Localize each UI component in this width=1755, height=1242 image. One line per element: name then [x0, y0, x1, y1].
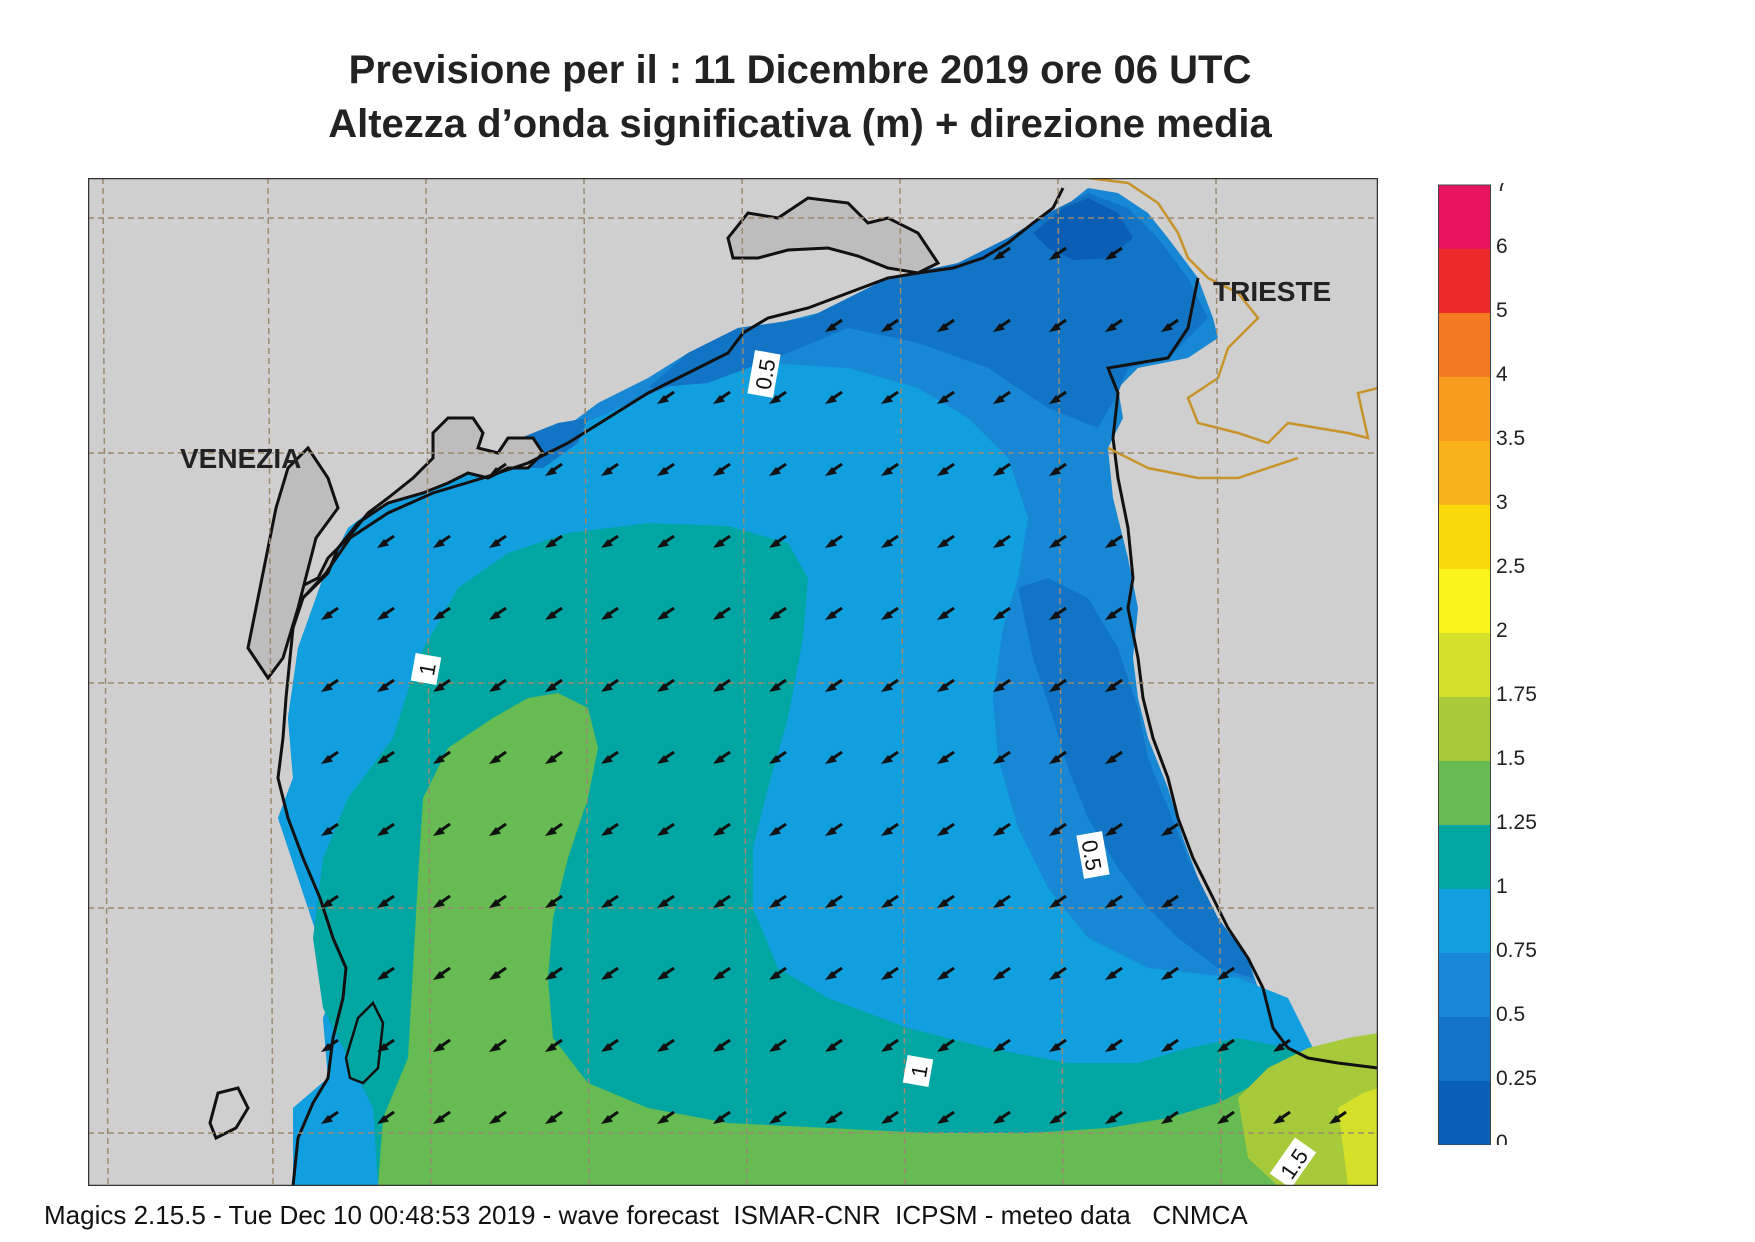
legend-label: 0.25 — [1496, 1067, 1537, 1090]
legend-swatch — [1438, 377, 1490, 441]
legend-label: 0 — [1496, 1131, 1508, 1145]
band-1 — [313, 523, 1378, 1186]
legend-swatch — [1438, 249, 1490, 313]
north-coast-land — [726, 196, 941, 275]
legend-label: 1.75 — [1496, 683, 1537, 706]
legend-label: 6 — [1496, 235, 1508, 258]
legend-swatch — [1438, 1017, 1490, 1081]
band-1-5 — [1238, 1033, 1378, 1186]
legend-label: 0.5 — [1496, 1003, 1525, 1026]
legend-swatch — [1438, 697, 1490, 761]
contour-label: 1 — [902, 1054, 934, 1088]
legend-label: 7 — [1496, 183, 1508, 196]
legend-swatch — [1438, 633, 1490, 697]
legend-label: 5 — [1496, 299, 1508, 322]
legend-label: 2.5 — [1496, 555, 1525, 578]
svg-text:1: 1 — [906, 1063, 933, 1079]
east-coast-line — [917, 187, 1378, 1070]
contour-label: 0.5 — [1076, 831, 1110, 879]
venice-lagoon — [284, 416, 545, 615]
svg-text:0.5: 0.5 — [1077, 838, 1107, 872]
city-label-trieste: TRIESTE — [1213, 276, 1331, 307]
map-frame — [88, 178, 1378, 1186]
legend-label: 3.5 — [1496, 427, 1525, 450]
legend-swatch — [1438, 953, 1490, 1017]
legend-label: 1.5 — [1496, 747, 1525, 770]
legend-swatch — [1438, 889, 1490, 953]
south-west-coast-line — [276, 271, 919, 1186]
sw-lagoon — [344, 1000, 385, 1085]
color-legend: 0 0.25 0.5 0.75 1 1.25 1.5 1.75 2 2.5 3 3.5 4 5 6 7 — [1438, 183, 1537, 1145]
band-1-75 — [1338, 1088, 1378, 1186]
legend-swatch — [1438, 505, 1490, 569]
legend-swatch — [1438, 569, 1490, 633]
border-line — [1087, 178, 1378, 445]
sw-island — [208, 1086, 250, 1141]
contour-label: 1 — [410, 652, 442, 686]
legend-label: 1.25 — [1496, 811, 1537, 834]
legend-label: 4 — [1496, 363, 1508, 386]
legend-swatch — [1438, 185, 1490, 249]
legend-label: 1 — [1496, 875, 1508, 898]
legend-label: 0.75 — [1496, 939, 1537, 962]
city-label-venezia: VENEZIA — [180, 443, 301, 474]
band-0-25-east — [1018, 578, 1253, 978]
legend-swatch — [1438, 761, 1490, 825]
legend-swatch — [1438, 825, 1490, 889]
legend-swatch — [1438, 313, 1490, 377]
map-subtitle: Altezza d’onda significativa (m) + direz… — [328, 102, 1272, 146]
legend-label: 2 — [1496, 619, 1508, 642]
legend-frame — [1438, 184, 1491, 1145]
wave-height-map: 0.5 1 0.5 1 1.5 VENEZIA TRIESTE — [88, 178, 1378, 1186]
footer-credits: Magics 2.15.5 - Tue Dec 10 00:48:53 2019… — [44, 1200, 1248, 1230]
svg-text:1: 1 — [414, 661, 441, 677]
contour-label: 0.5 — [747, 350, 781, 398]
map-title: Previsione per il : 11 Dicembre 2019 ore… — [348, 48, 1252, 92]
legend-swatch — [1438, 441, 1490, 505]
legend-label: 3 — [1496, 491, 1508, 514]
svg-text:0.5: 0.5 — [751, 357, 781, 391]
legend-swatch — [1438, 1081, 1490, 1145]
